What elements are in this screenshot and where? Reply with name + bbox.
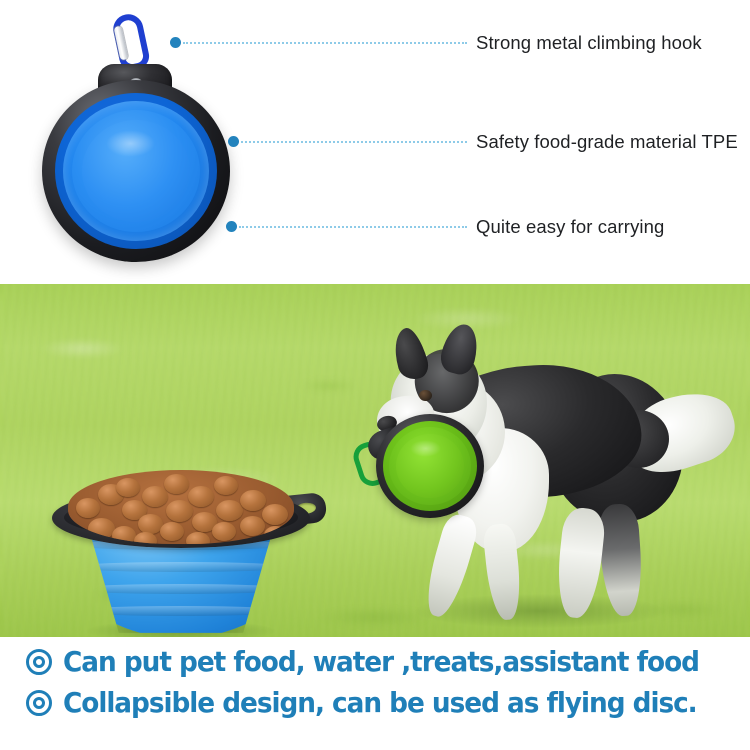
blue-bowl-with-kibble (52, 444, 328, 644)
double-circle-bullet-icon (26, 648, 52, 675)
claims-section: Can put pet food, water ,treats,assistan… (0, 637, 750, 750)
feature-label-3: Quite easy for carrying (476, 216, 665, 237)
green-collapsible-bowl (349, 414, 486, 518)
dog-food-kibble (68, 470, 294, 544)
feature-label-1: Strong metal climbing hook (476, 32, 702, 53)
feature-callout-panel: Strong metal climbing hook Safety food-g… (0, 0, 750, 284)
feature-label-2: Safety food-grade material TPE (476, 131, 738, 152)
green-bowl-rim (376, 414, 484, 518)
dog-ear-left (388, 324, 432, 384)
double-circle-bullet-icon (26, 689, 52, 716)
callout-dot-2 (228, 136, 239, 147)
callout-dot-3 (226, 221, 237, 232)
callout-line-1 (183, 42, 467, 46)
claim-text: Can put pet food, water ,treats,assistan… (63, 645, 700, 678)
callout-dot-1 (170, 37, 181, 48)
claim-text: Collapsible design, can be used as flyin… (63, 686, 698, 719)
callout-line-2 (241, 141, 467, 145)
claim-row: Collapsible design, can be used as flyin… (26, 686, 737, 719)
bowl-highlight (105, 130, 156, 157)
bowl-outer-rim (42, 80, 230, 262)
claim-row: Can put pet food, water ,treats,assistan… (26, 645, 740, 678)
product-image-collapsed-bowl (36, 11, 236, 262)
callout-line-3 (239, 226, 467, 230)
green-bowl-highlight (409, 440, 441, 458)
dog-eye (419, 390, 432, 401)
